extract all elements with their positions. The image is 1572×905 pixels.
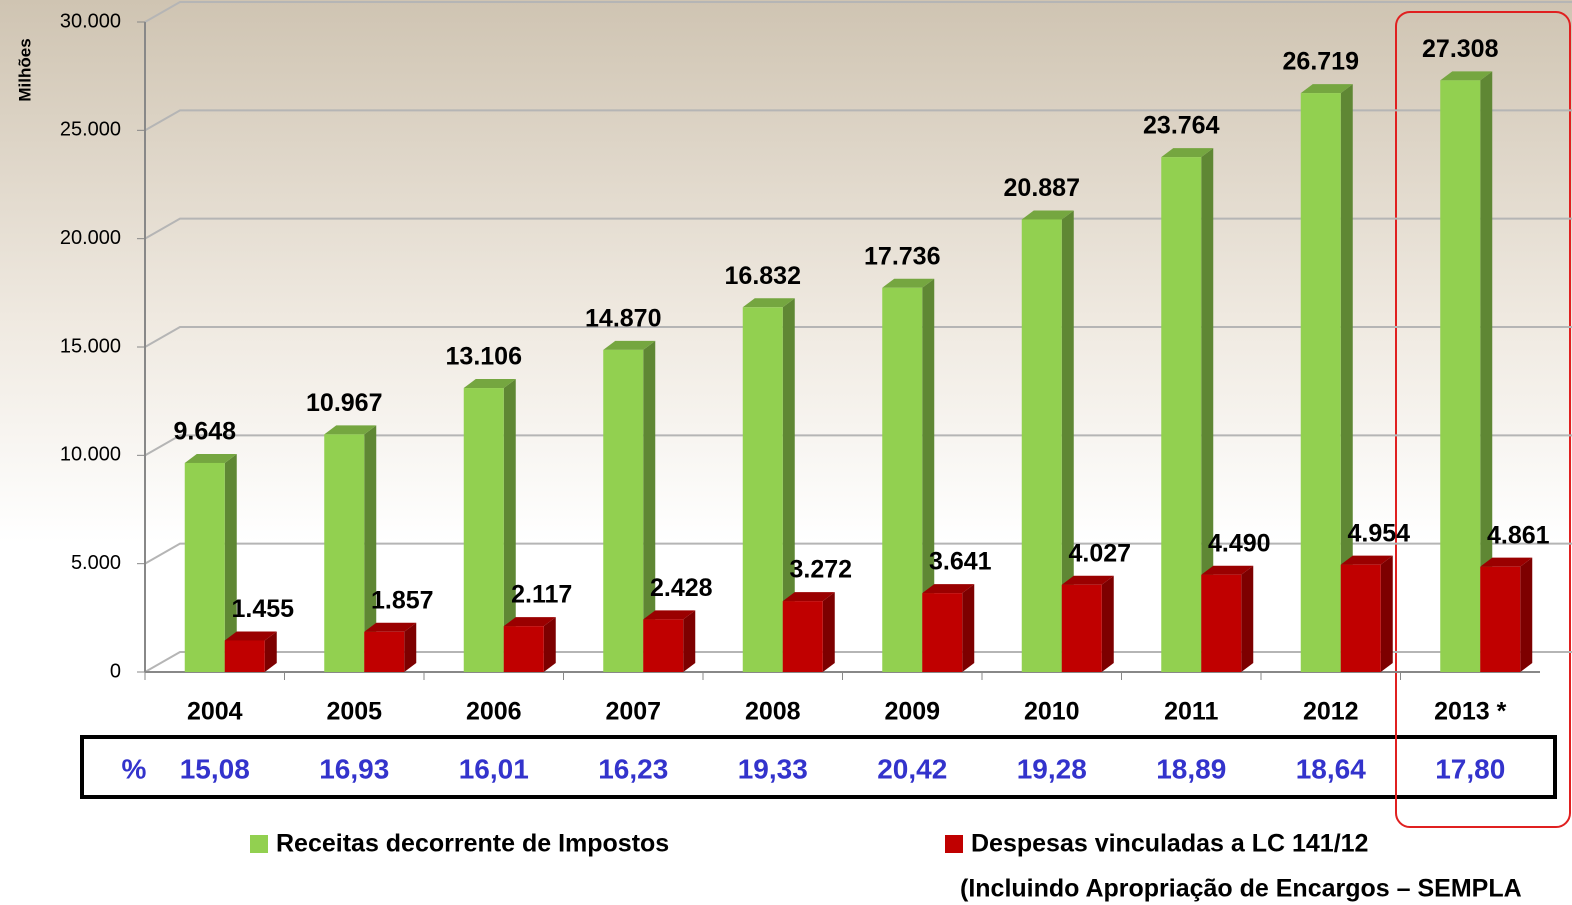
x-tick-label: 2004 — [187, 698, 243, 726]
ratio-cell: 19,28 — [1017, 753, 1087, 784]
bar — [643, 619, 683, 672]
bar-side — [544, 617, 556, 672]
bar — [464, 388, 504, 672]
bar — [324, 434, 364, 672]
bar — [1161, 157, 1201, 672]
y-tick-label: 5.000 — [71, 552, 121, 574]
x-tick-label: 2008 — [745, 698, 801, 726]
value-label: 14.870 — [585, 304, 661, 332]
bar — [1301, 93, 1341, 672]
ratio-cell: 15,08 — [180, 753, 250, 784]
value-label: 13.106 — [446, 343, 522, 371]
bar — [603, 350, 643, 672]
value-label: 4.861 — [1487, 521, 1550, 549]
value-label: 1.455 — [231, 595, 294, 623]
y-tick-label: 0 — [110, 660, 121, 682]
ratio-cell: 19,33 — [738, 753, 808, 784]
bar-side — [683, 610, 695, 672]
x-tick-label: 2007 — [605, 698, 661, 726]
bar — [882, 288, 922, 672]
bar — [225, 640, 265, 672]
ratio-cell: 16,23 — [598, 753, 668, 784]
value-label: 4.490 — [1208, 529, 1271, 557]
value-label: 3.272 — [789, 556, 852, 584]
value-label: 4.027 — [1068, 539, 1131, 567]
bar — [1022, 219, 1062, 672]
bar — [1440, 80, 1480, 672]
ratio-cell: 16,01 — [459, 753, 529, 784]
bar — [1062, 585, 1102, 672]
bar — [364, 632, 404, 672]
x-tick-label: 2011 — [1164, 698, 1218, 726]
value-label: 2.117 — [511, 581, 572, 609]
value-label: 16.832 — [725, 262, 801, 290]
value-label: 20.887 — [1004, 174, 1080, 202]
x-tick-label: 2012 — [1303, 698, 1359, 726]
value-label: 27.308 — [1422, 35, 1499, 63]
value-label: 17.736 — [864, 242, 940, 270]
legend-swatch — [945, 835, 963, 853]
bar — [743, 307, 783, 672]
bar-side — [1520, 558, 1532, 672]
bar-side — [1241, 566, 1253, 672]
x-tick-label: 2010 — [1024, 698, 1080, 726]
bar — [1480, 567, 1520, 672]
x-tick-label: 2005 — [326, 698, 382, 726]
bar-side — [823, 592, 835, 672]
value-label: 26.719 — [1283, 48, 1359, 76]
bar — [922, 593, 962, 672]
bar — [185, 463, 225, 672]
y-tick-label: 25.000 — [60, 119, 121, 141]
y-tick-label: 15.000 — [60, 335, 121, 357]
ratio-cell: 17,80 — [1435, 753, 1505, 784]
x-tick-label: 2009 — [884, 698, 940, 726]
bar — [504, 626, 544, 672]
chart: Milhões % (Incluindo Apropriação de Enca… — [0, 0, 1572, 905]
bar-side — [1102, 576, 1114, 672]
value-label: 1.857 — [371, 586, 434, 614]
value-label: 3.641 — [929, 548, 992, 576]
legend-label: Despesas vinculadas a LC 141/12 — [971, 830, 1368, 858]
ratio-cell: 20,42 — [877, 753, 947, 784]
legend-swatch — [250, 835, 268, 853]
bar — [783, 601, 823, 672]
value-label: 2.428 — [650, 574, 713, 602]
bar — [1201, 575, 1241, 672]
ratio-cell: 16,93 — [319, 753, 389, 784]
ratio-cell: 18,64 — [1296, 753, 1366, 784]
ratio-label: % — [122, 753, 147, 784]
value-label: 9.648 — [173, 418, 236, 446]
bar-side — [962, 584, 974, 672]
y-tick-label: 30.000 — [60, 10, 121, 32]
legend-note: (Incluindo Apropriação de Encargos – SEM… — [960, 875, 1522, 903]
value-label: 4.954 — [1347, 519, 1410, 547]
ratio-cell: 18,89 — [1156, 753, 1226, 784]
y-tick-label: 10.000 — [60, 444, 121, 466]
x-tick-label: 2013 * — [1434, 698, 1507, 726]
bar-side — [1381, 556, 1393, 672]
value-label: 10.967 — [306, 389, 382, 417]
y-axis-label: Milhões — [15, 38, 34, 101]
value-label: 23.764 — [1143, 112, 1220, 140]
bar — [1341, 565, 1381, 672]
x-tick-label: 2006 — [466, 698, 522, 726]
legend-label: Receitas decorrente de Impostos — [276, 830, 669, 858]
y-tick-label: 20.000 — [60, 227, 121, 249]
